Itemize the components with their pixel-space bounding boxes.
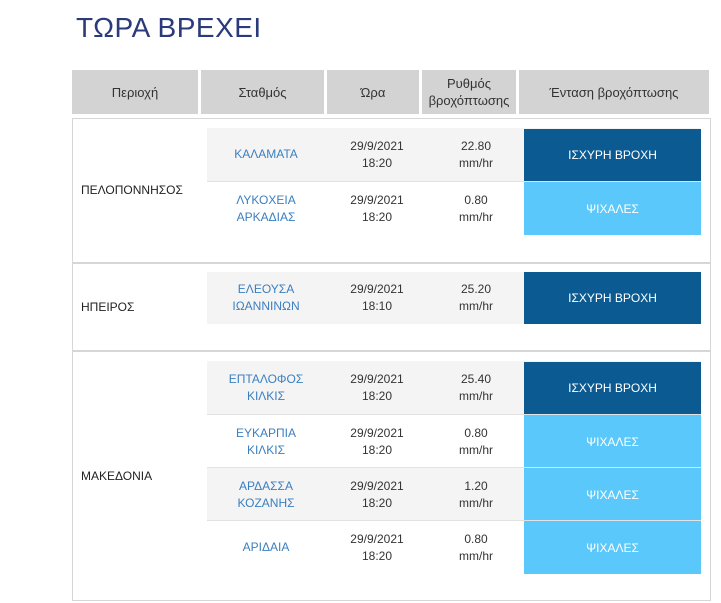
header-region: Περιοχή [72,70,198,114]
region-name: ΠΕΛΟΠΟΝΝΗΣΟΣ [81,183,183,197]
station-name-line2[interactable]: ΙΩΑΝΝΙΝΩΝ [232,299,300,313]
rate-unit: mm/hr [459,388,493,403]
station-name-line2[interactable]: ΚΙΛΚΙΣ [246,388,286,403]
rate-value: 25.40 [460,371,492,386]
date-value: 29/9/2021 [350,478,404,493]
time-value: 18:20 [361,442,393,457]
header-rate: Ρυθμός βροχόπτωσης [422,70,516,114]
rate-cell: 0.80 mm/hr [429,521,523,574]
region-name: ΜΑΚΕΔΟΝΙΑ [81,469,153,483]
station-link[interactable]: ΚΑΛΑΜΑΤΑ [207,128,325,181]
rate-unit: mm/hr [459,299,493,313]
station-link[interactable]: ΑΡΙΔΑΙΑ [207,521,325,574]
header-time: Ώρα [327,70,419,114]
rate-value: 1.20 [464,478,488,493]
rate-value: 0.80 [464,192,488,207]
region-group: ΗΠΕΙΡΟΣ ΕΛΕΟΥΣΑ ΙΩΑΝΝΙΝΩΝ 29/9/2021 18:1… [72,263,711,351]
rate-cell: 22.80 mm/hr [429,128,523,181]
header-rate-line1: Ρυθμός [447,76,491,91]
time-cell: 29/9/2021 18:20 [325,182,429,235]
station-link[interactable]: ΑΡΔΑΣΣΑ ΚΟΖΑΝΗΣ [207,468,325,521]
time-cell: 29/9/2021 18:10 [325,272,429,324]
date-value: 29/9/2021 [350,371,404,386]
station-name-line2[interactable]: ΚΙΛΚΙΣ [246,442,286,457]
header-intensity: Ένταση βροχόπτωσης [519,70,709,114]
time-cell: 29/9/2021 18:20 [325,468,429,521]
page-title: ΤΩΡΑ ΒΡΕΧΕΙ [76,12,262,43]
time-cell: 29/9/2021 18:20 [325,521,429,574]
station-name[interactable]: ΑΡΙΔΑΙΑ [242,540,290,554]
rate-cell: 25.40 mm/hr [429,361,523,414]
rate-unit: mm/hr [459,495,493,510]
date-value: 29/9/2021 [350,282,404,296]
rate-unit: mm/hr [459,442,493,457]
intensity-badge: ΙΣΧΥΡΗ ΒΡΟΧΗ [524,129,701,181]
time-cell: 29/9/2021 18:20 [325,415,429,468]
intensity-badge: ΨΙΧΑΛΕΣ [524,521,701,574]
time-value: 18:20 [361,495,393,510]
intensity-badge: ΨΙΧΑΛΕΣ [524,182,701,235]
rate-unit: mm/hr [459,155,493,170]
header-rate-line2: βροχόπτωσης [428,93,510,108]
station-name[interactable]: ΑΡΔΑΣΣΑ [239,478,293,493]
table-row: ΛΥΚΟΧΕΙΑ ΑΡΚΑΔΙΑΣ 29/9/2021 18:20 0.80 m… [207,181,701,235]
rate-unit: mm/hr [459,548,493,563]
table-row: ΕΥΚΑΡΠΙΑ ΚΙΛΚΙΣ 29/9/2021 18:20 0.80 mm/… [207,414,701,468]
station-name[interactable]: ΚΑΛΑΜΑΤΑ [234,147,298,161]
intensity-badge: ΙΣΧΥΡΗ ΒΡΟΧΗ [524,272,701,324]
date-value: 29/9/2021 [350,531,404,546]
time-value: 18:20 [361,548,393,563]
date-value: 29/9/2021 [350,192,404,207]
date-value: 29/9/2021 [350,425,404,440]
station-name-line2[interactable]: ΑΡΚΑΔΙΑΣ [236,209,296,224]
rate-value: 0.80 [464,531,488,546]
date-value: 29/9/2021 [350,138,404,153]
station-link[interactable]: ΕΥΚΑΡΠΙΑ ΚΙΛΚΙΣ [207,415,325,468]
station-link[interactable]: ΕΛΕΟΥΣΑ ΙΩΑΝΝΙΝΩΝ [207,272,325,324]
station-link[interactable]: ΕΠΤΑΛΟΦΟΣ ΚΙΛΚΙΣ [207,361,325,414]
rate-cell: 0.80 mm/hr [429,182,523,235]
station-name[interactable]: ΕΠΤΑΛΟΦΟΣ [228,371,304,386]
table-row: ΑΡΔΑΣΣΑ ΚΟΖΑΝΗΣ 29/9/2021 18:20 1.20 mm/… [207,467,701,521]
time-value: 18:20 [361,388,393,403]
table-row: ΕΛΕΟΥΣΑ ΙΩΑΝΝΙΝΩΝ 29/9/2021 18:10 25.20 … [207,272,701,324]
time-value: 18:10 [361,299,393,313]
table-row: ΚΑΛΑΜΑΤΑ 29/9/2021 18:20 22.80 mm/hr ΙΣΧ… [207,128,701,181]
region-name: ΗΠΕΙΡΟΣ [81,300,135,314]
rate-cell: 1.20 mm/hr [429,468,523,521]
intensity-badge: ΙΣΧΥΡΗ ΒΡΟΧΗ [524,362,701,414]
rate-value: 22.80 [460,138,492,153]
region-group: ΠΕΛΟΠΟΝΝΗΣΟΣ ΚΑΛΑΜΑΤΑ 29/9/2021 18:20 22… [72,118,711,263]
intensity-badge: ΨΙΧΑΛΕΣ [524,468,701,521]
table-row: ΑΡΙΔΑΙΑ 29/9/2021 18:20 0.80 mm/hr ΨΙΧΑΛ… [207,520,701,574]
rate-cell: 25.20 mm/hr [429,272,523,324]
rate-unit: mm/hr [459,209,493,224]
time-cell: 29/9/2021 18:20 [325,128,429,181]
rate-value: 0.80 [464,425,488,440]
station-name[interactable]: ΕΥΚΑΡΠΙΑ [235,425,297,440]
rate-cell: 0.80 mm/hr [429,415,523,468]
station-name[interactable]: ΕΛΕΟΥΣΑ [237,282,295,296]
time-value: 18:20 [361,155,393,170]
station-link[interactable]: ΛΥΚΟΧΕΙΑ ΑΡΚΑΔΙΑΣ [207,182,325,235]
table-row: ΕΠΤΑΛΟΦΟΣ ΚΙΛΚΙΣ 29/9/2021 18:20 25.40 m… [207,361,701,414]
station-name-line2[interactable]: ΚΟΖΑΝΗΣ [237,495,295,510]
time-cell: 29/9/2021 18:20 [325,361,429,414]
header-station: Σταθμός [201,70,324,114]
intensity-badge: ΨΙΧΑΛΕΣ [524,415,701,468]
rate-value: 25.20 [460,282,492,296]
region-group: ΜΑΚΕΔΟΝΙΑ ΕΠΤΑΛΟΦΟΣ ΚΙΛΚΙΣ 29/9/2021 18:… [72,351,711,601]
station-name[interactable]: ΛΥΚΟΧΕΙΑ [236,192,296,207]
time-value: 18:20 [361,209,393,224]
